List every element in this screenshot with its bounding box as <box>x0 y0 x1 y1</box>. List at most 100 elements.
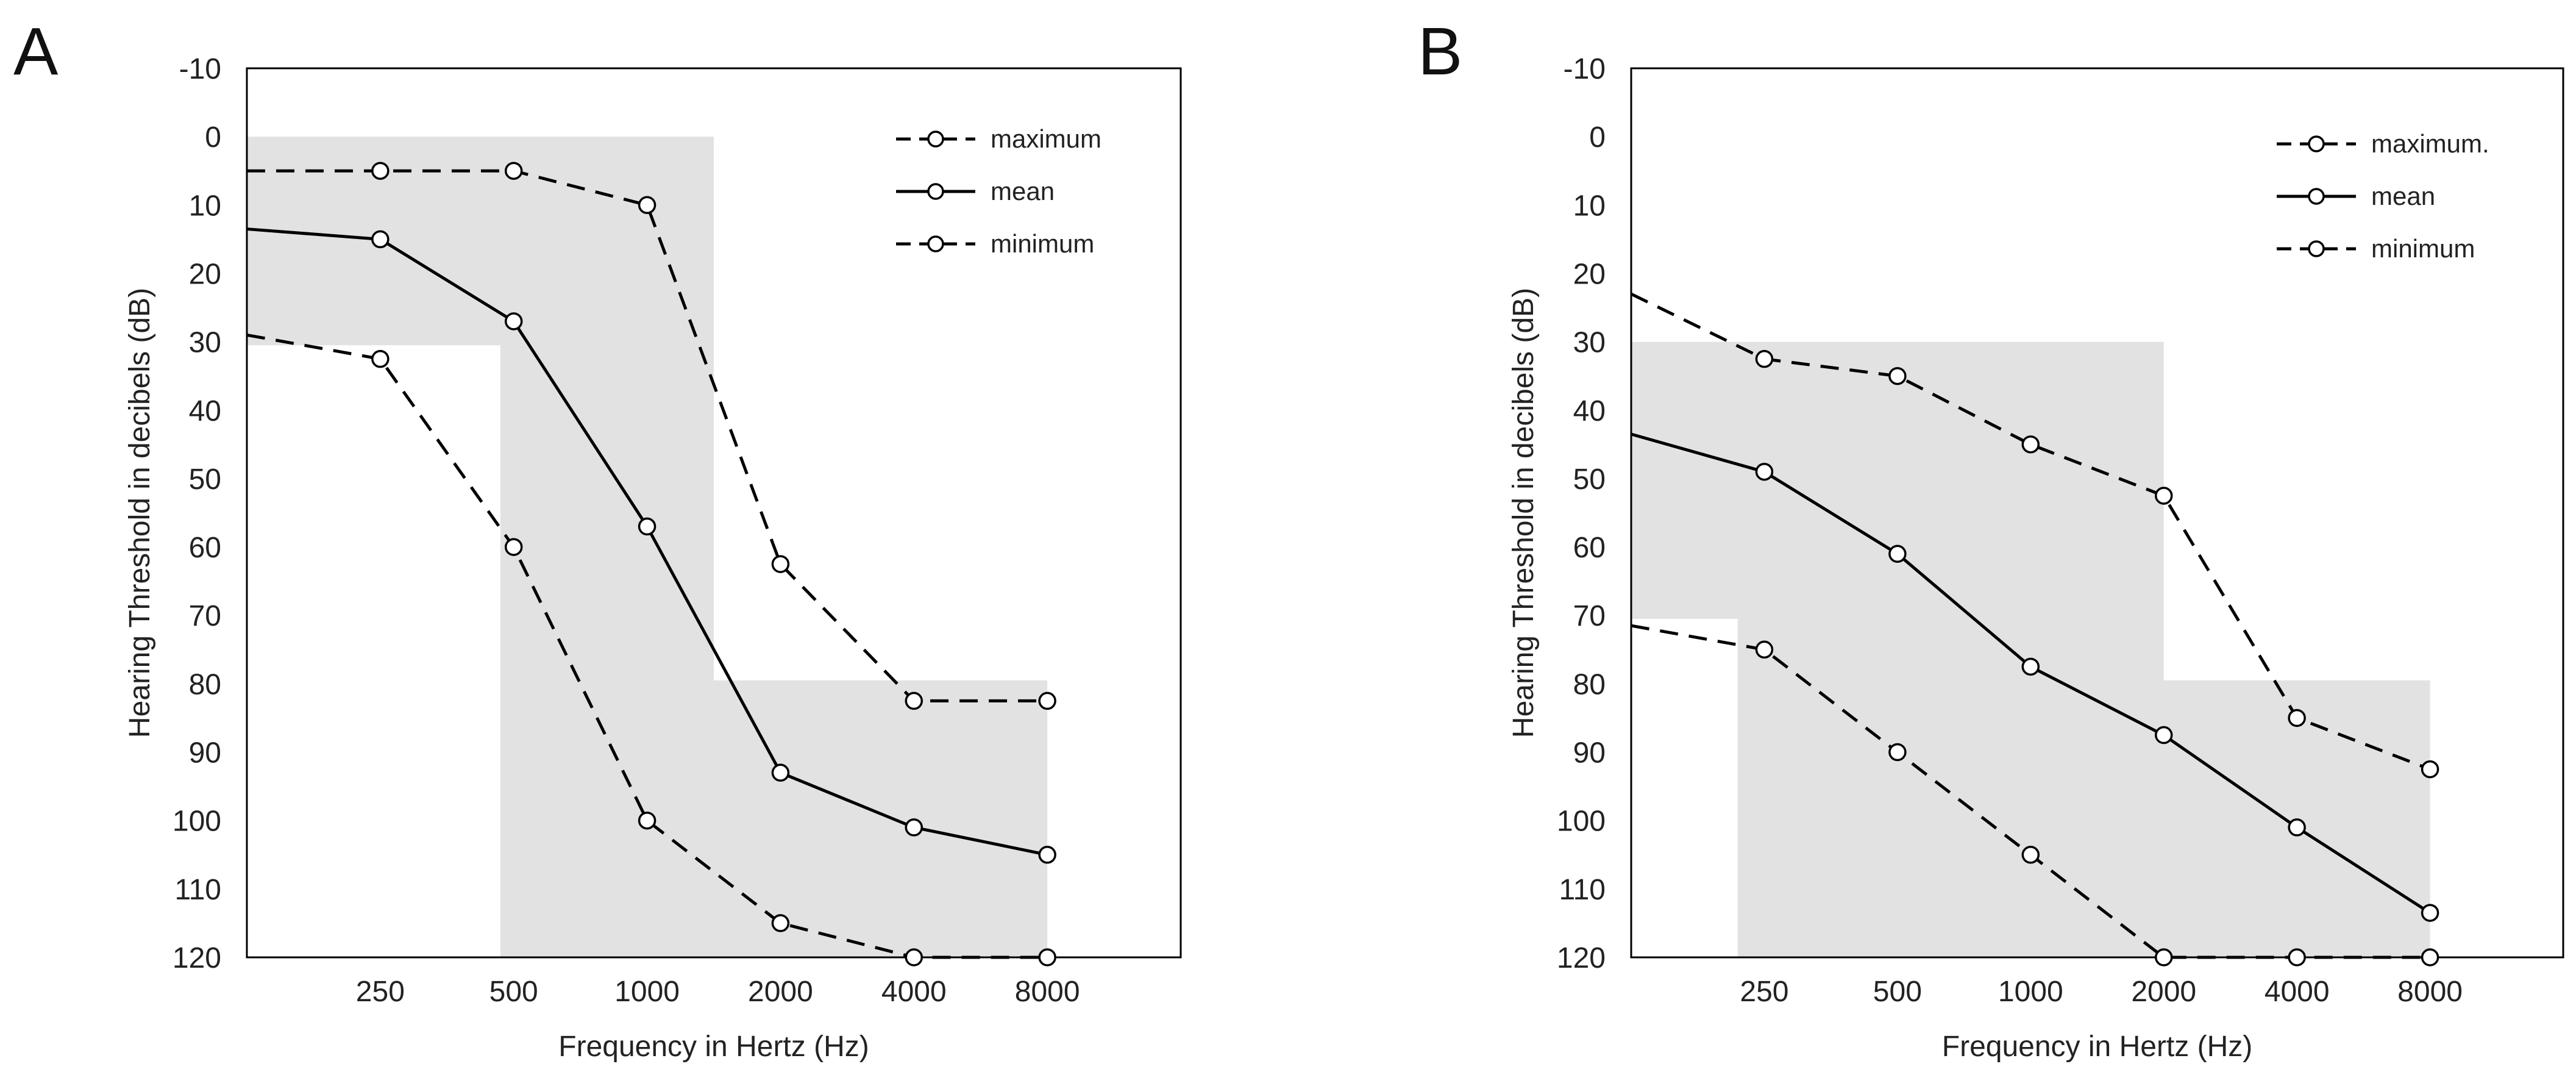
panel-label: B <box>1418 14 1462 89</box>
y-tick-label: 100 <box>173 806 221 838</box>
data-point-mean <box>638 517 656 536</box>
y-tick-label: 60 <box>1573 532 1606 564</box>
legend: maximum mean minimum <box>896 124 1101 258</box>
data-point-minimum <box>1038 948 1056 966</box>
x-axis-title: Frequency in Hertz (Hz) <box>1942 1031 2252 1063</box>
shaded-region <box>247 137 1048 958</box>
data-point-mean <box>2154 726 2173 745</box>
panel-label: A <box>13 14 59 89</box>
legend-label-minimum: minimum <box>2371 234 2475 263</box>
y-axis-title: Hearing Threshold in decibels (dB) <box>124 288 156 738</box>
data-point-minimum <box>638 811 656 830</box>
x-tick-label: 250 <box>356 976 405 1008</box>
legend-marker-minimum <box>927 235 944 252</box>
x-tick-label: 500 <box>1873 976 1922 1008</box>
y-tick-label: 120 <box>1557 942 1606 974</box>
y-tick-label: 40 <box>1573 395 1606 427</box>
data-point-minimum <box>2021 846 2040 864</box>
y-tick-label: 20 <box>189 258 221 290</box>
y-tick-label: 10 <box>189 190 221 222</box>
data-point-maximum <box>2154 487 2173 505</box>
y-tick-label: -10 <box>1564 53 1606 85</box>
y-tick-label: 0 <box>1589 121 1606 154</box>
data-point-minimum <box>1755 640 1774 659</box>
y-tick-label: 0 <box>205 121 221 154</box>
y-tick-label: 50 <box>189 463 221 496</box>
x-tick-label: 4000 <box>881 976 947 1008</box>
data-point-mean <box>371 230 390 249</box>
y-tick-label: 110 <box>174 874 221 906</box>
data-point-mean <box>1038 846 1056 864</box>
legend: maximum. mean minimum <box>2277 129 2489 263</box>
y-axis-title: Hearing Threshold in decibels (dB) <box>1507 288 1540 738</box>
y-tick-label: 90 <box>1573 737 1606 770</box>
legend-marker-mean <box>2308 188 2325 205</box>
data-point-maximum <box>1755 349 1774 368</box>
y-tick-label: 70 <box>1573 600 1606 632</box>
data-point-mean <box>2288 818 2306 837</box>
plot-frame <box>1630 67 2564 959</box>
y-tick-label: 30 <box>189 327 221 359</box>
data-point-maximum <box>2021 435 2040 454</box>
data-point-maximum <box>638 196 656 215</box>
y-tick-label: 110 <box>1559 874 1606 906</box>
plot-frame <box>246 67 1182 959</box>
data-point-minimum <box>504 538 523 556</box>
y-tick-label: 40 <box>189 395 221 427</box>
y-tick-label: 20 <box>1573 258 1606 290</box>
shaded-region <box>1631 341 2430 957</box>
data-point-maximum <box>504 162 523 180</box>
x-tick-label: 500 <box>489 976 538 1008</box>
data-point-maximum <box>1038 691 1056 710</box>
data-point-maximum <box>371 162 390 180</box>
data-point-minimum <box>771 914 790 932</box>
data-point-mean <box>1755 462 1774 481</box>
legend-label-mean: mean <box>991 177 1055 205</box>
legend-label-minimum: minimum <box>991 229 1094 258</box>
x-tick-label: 2000 <box>748 976 813 1008</box>
legend-label-mean: mean <box>2371 182 2435 210</box>
x-tick-label: 8000 <box>1015 976 1080 1008</box>
y-tick-label: 30 <box>1573 327 1606 359</box>
y-tick-label: -10 <box>179 53 221 85</box>
data-point-minimum <box>905 948 923 966</box>
legend-marker-maximum <box>2308 135 2325 152</box>
legend-label-maximum: maximum <box>991 124 1101 153</box>
legend-label-maximum: maximum. <box>2371 129 2489 158</box>
x-tick-label: 250 <box>1740 976 1788 1008</box>
data-point-minimum <box>371 349 390 368</box>
y-tick-label: 50 <box>1573 463 1606 496</box>
y-tick-label: 90 <box>189 737 221 770</box>
y-tick-label: 10 <box>1573 190 1606 222</box>
y-tick-label: 80 <box>189 668 221 701</box>
data-point-maximum <box>771 555 790 573</box>
chart-panel-a: -10 0 10 20 30 40 50 60 70 80 90 100 110 120 250 500 100… <box>13 14 1182 1063</box>
data-point-maximum <box>1888 366 1907 385</box>
legend-marker-minimum <box>2308 240 2325 257</box>
legend-marker-maximum <box>927 130 944 148</box>
data-point-mean <box>771 763 790 782</box>
y-tick-label: 80 <box>1573 668 1606 701</box>
y-tick-label: 120 <box>173 942 221 974</box>
data-point-mean <box>504 312 523 330</box>
x-axis-title: Frequency in Hertz (Hz) <box>558 1031 869 1063</box>
x-tick-label: 4000 <box>2265 976 2330 1008</box>
data-point-mean <box>2021 657 2040 676</box>
y-tick-label: 100 <box>1557 806 1606 838</box>
data-point-mean <box>905 818 923 837</box>
legend-marker-mean <box>927 183 944 200</box>
x-tick-label: 1000 <box>1998 976 2063 1008</box>
data-point-mean <box>1888 545 1907 563</box>
y-tick-label: 60 <box>189 532 221 564</box>
y-tick-label: 70 <box>189 600 221 632</box>
data-point-mean <box>2421 904 2439 922</box>
data-point-maximum <box>2421 760 2439 779</box>
x-tick-label: 1000 <box>614 976 680 1008</box>
data-point-minimum <box>2154 948 2173 966</box>
x-tick-label: 2000 <box>2131 976 2196 1008</box>
data-point-minimum <box>2421 948 2439 966</box>
data-point-maximum <box>905 691 923 710</box>
data-point-maximum <box>2288 709 2306 727</box>
